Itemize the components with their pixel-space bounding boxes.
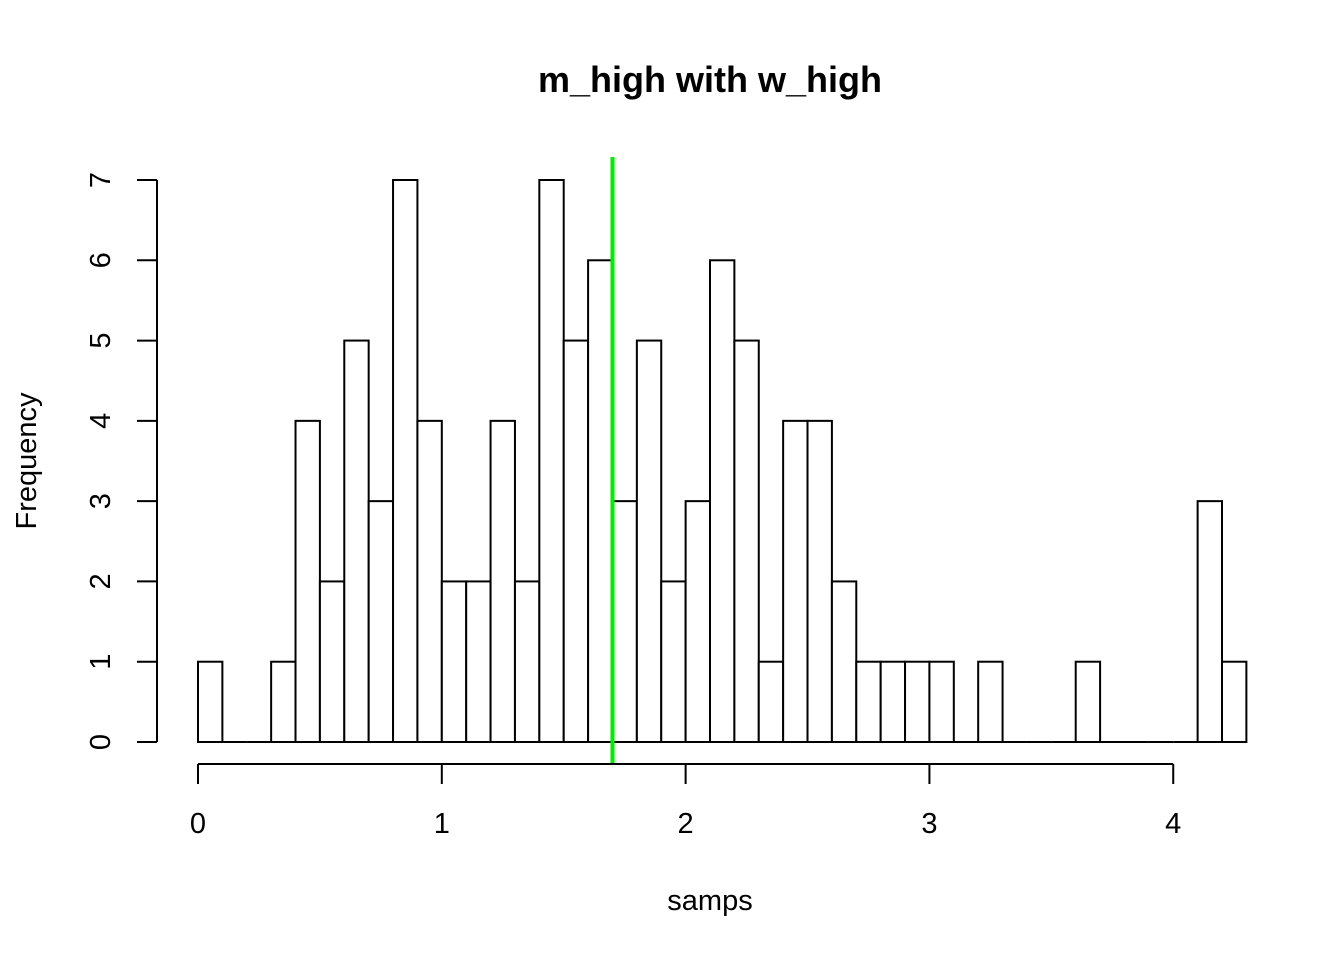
histogram-bar <box>830 580 858 744</box>
histogram-bar <box>489 419 516 743</box>
histogram-bar <box>709 259 736 743</box>
histogram-bar <box>635 339 663 743</box>
histogram-bar <box>270 660 297 744</box>
histogram-bar <box>660 580 687 744</box>
x-tick-label: 4 <box>1165 808 1181 840</box>
y-tick-label: 7 <box>85 172 117 188</box>
histogram-bar <box>587 259 614 743</box>
histogram-bar <box>294 419 321 743</box>
histogram-bar <box>197 660 224 744</box>
histogram-bar <box>928 660 955 744</box>
histogram-bar <box>757 660 785 744</box>
x-tick-label: 0 <box>190 808 206 840</box>
histogram-bar <box>733 339 760 743</box>
histogram-bar <box>392 179 419 743</box>
histogram-bar <box>343 339 370 743</box>
x-axis: 0 1 2 3 4 <box>190 763 1181 840</box>
histogram-bar <box>1074 660 1102 744</box>
histogram-bar <box>1196 500 1223 743</box>
y-tick-label: 5 <box>85 333 117 349</box>
histogram-bar <box>904 660 931 744</box>
histogram-bar <box>440 580 468 744</box>
x-axis-label: samps <box>667 885 752 917</box>
x-tick-label: 1 <box>434 808 450 840</box>
histogram-bar <box>782 419 809 743</box>
histogram-bar <box>465 580 492 744</box>
y-axis: 0 1 2 3 4 5 6 7 <box>85 172 158 750</box>
histogram-bar <box>513 580 541 744</box>
histogram-bar <box>977 660 1004 744</box>
histogram-bar <box>416 419 443 743</box>
histogram-bar <box>318 580 346 744</box>
histogram-bar <box>562 339 590 743</box>
histogram-bar <box>879 660 907 744</box>
y-tick-label: 1 <box>85 654 117 670</box>
histogram-bar <box>1221 660 1248 744</box>
y-tick-label: 6 <box>85 252 117 268</box>
x-tick-label: 3 <box>921 808 937 840</box>
histogram-bar <box>855 660 882 744</box>
y-axis-label: Frequency <box>11 392 43 530</box>
y-tick-label: 4 <box>85 413 117 429</box>
y-tick-label: 2 <box>85 573 117 589</box>
histogram-bar <box>684 500 711 743</box>
x-tick-label: 2 <box>678 808 694 840</box>
chart-title: m_high with w_high <box>538 59 882 100</box>
histogram-bar <box>538 179 565 743</box>
histogram-bar <box>611 500 638 743</box>
bars-group <box>197 179 1248 744</box>
y-tick-label: 3 <box>85 493 117 509</box>
histogram-bar <box>806 419 833 743</box>
y-tick-label: 0 <box>85 734 117 750</box>
histogram-bar <box>367 500 395 743</box>
